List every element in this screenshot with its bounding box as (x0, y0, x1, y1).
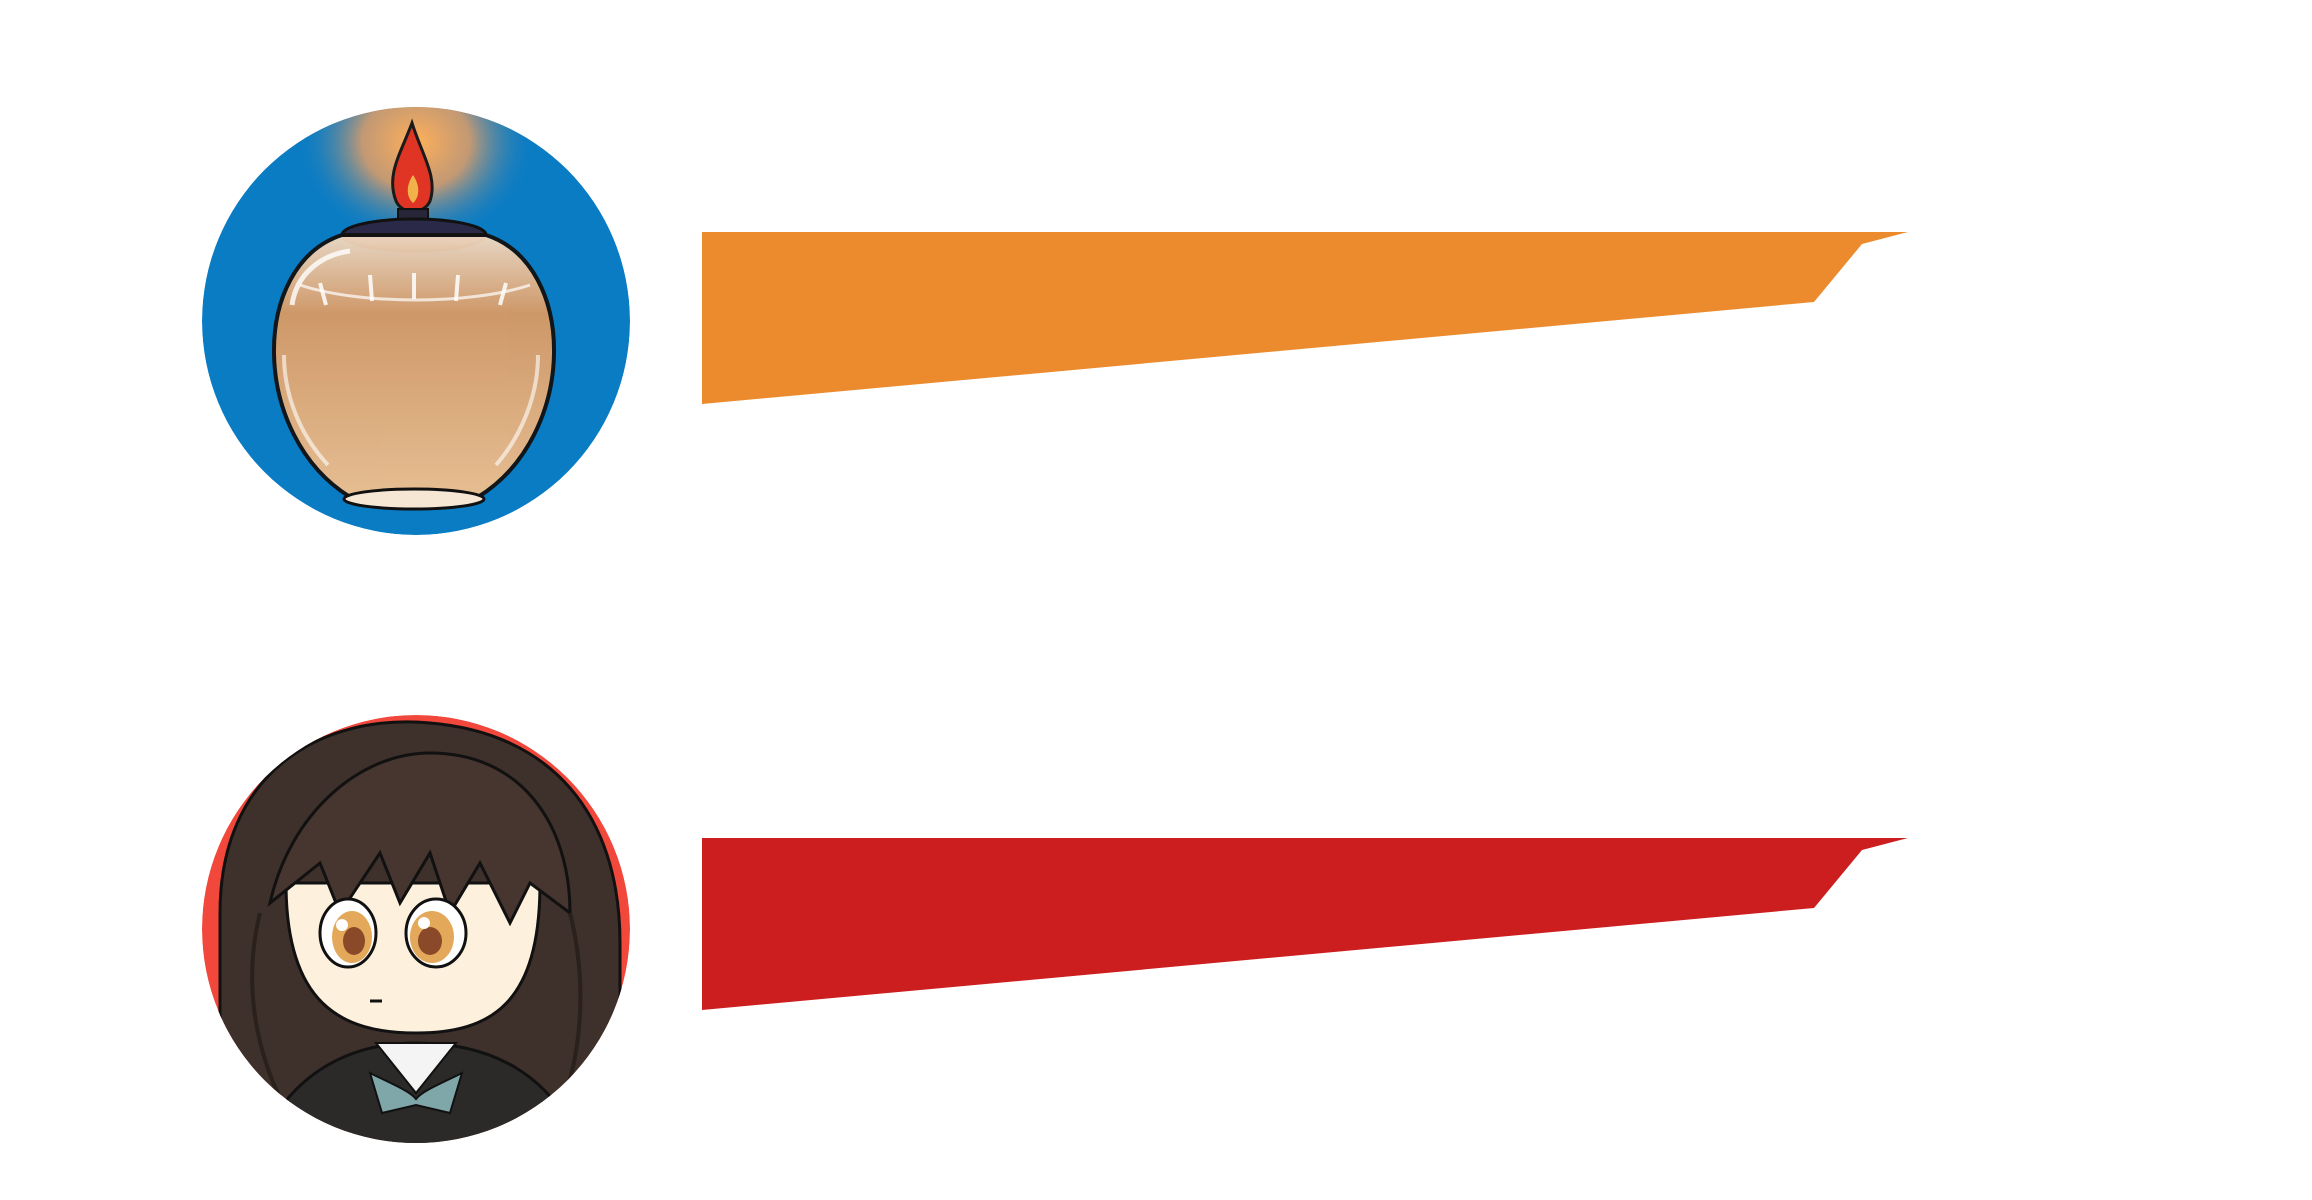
anime-girl-avatar (200, 713, 632, 1145)
speaker-entry-girl (0, 600, 2312, 1200)
dialogue-banner-red (702, 838, 1908, 1010)
dialogue-banner-orange (702, 232, 1908, 404)
oil-lamp-icon (200, 105, 632, 537)
speaker-entry-lamp (200, 105, 1908, 537)
